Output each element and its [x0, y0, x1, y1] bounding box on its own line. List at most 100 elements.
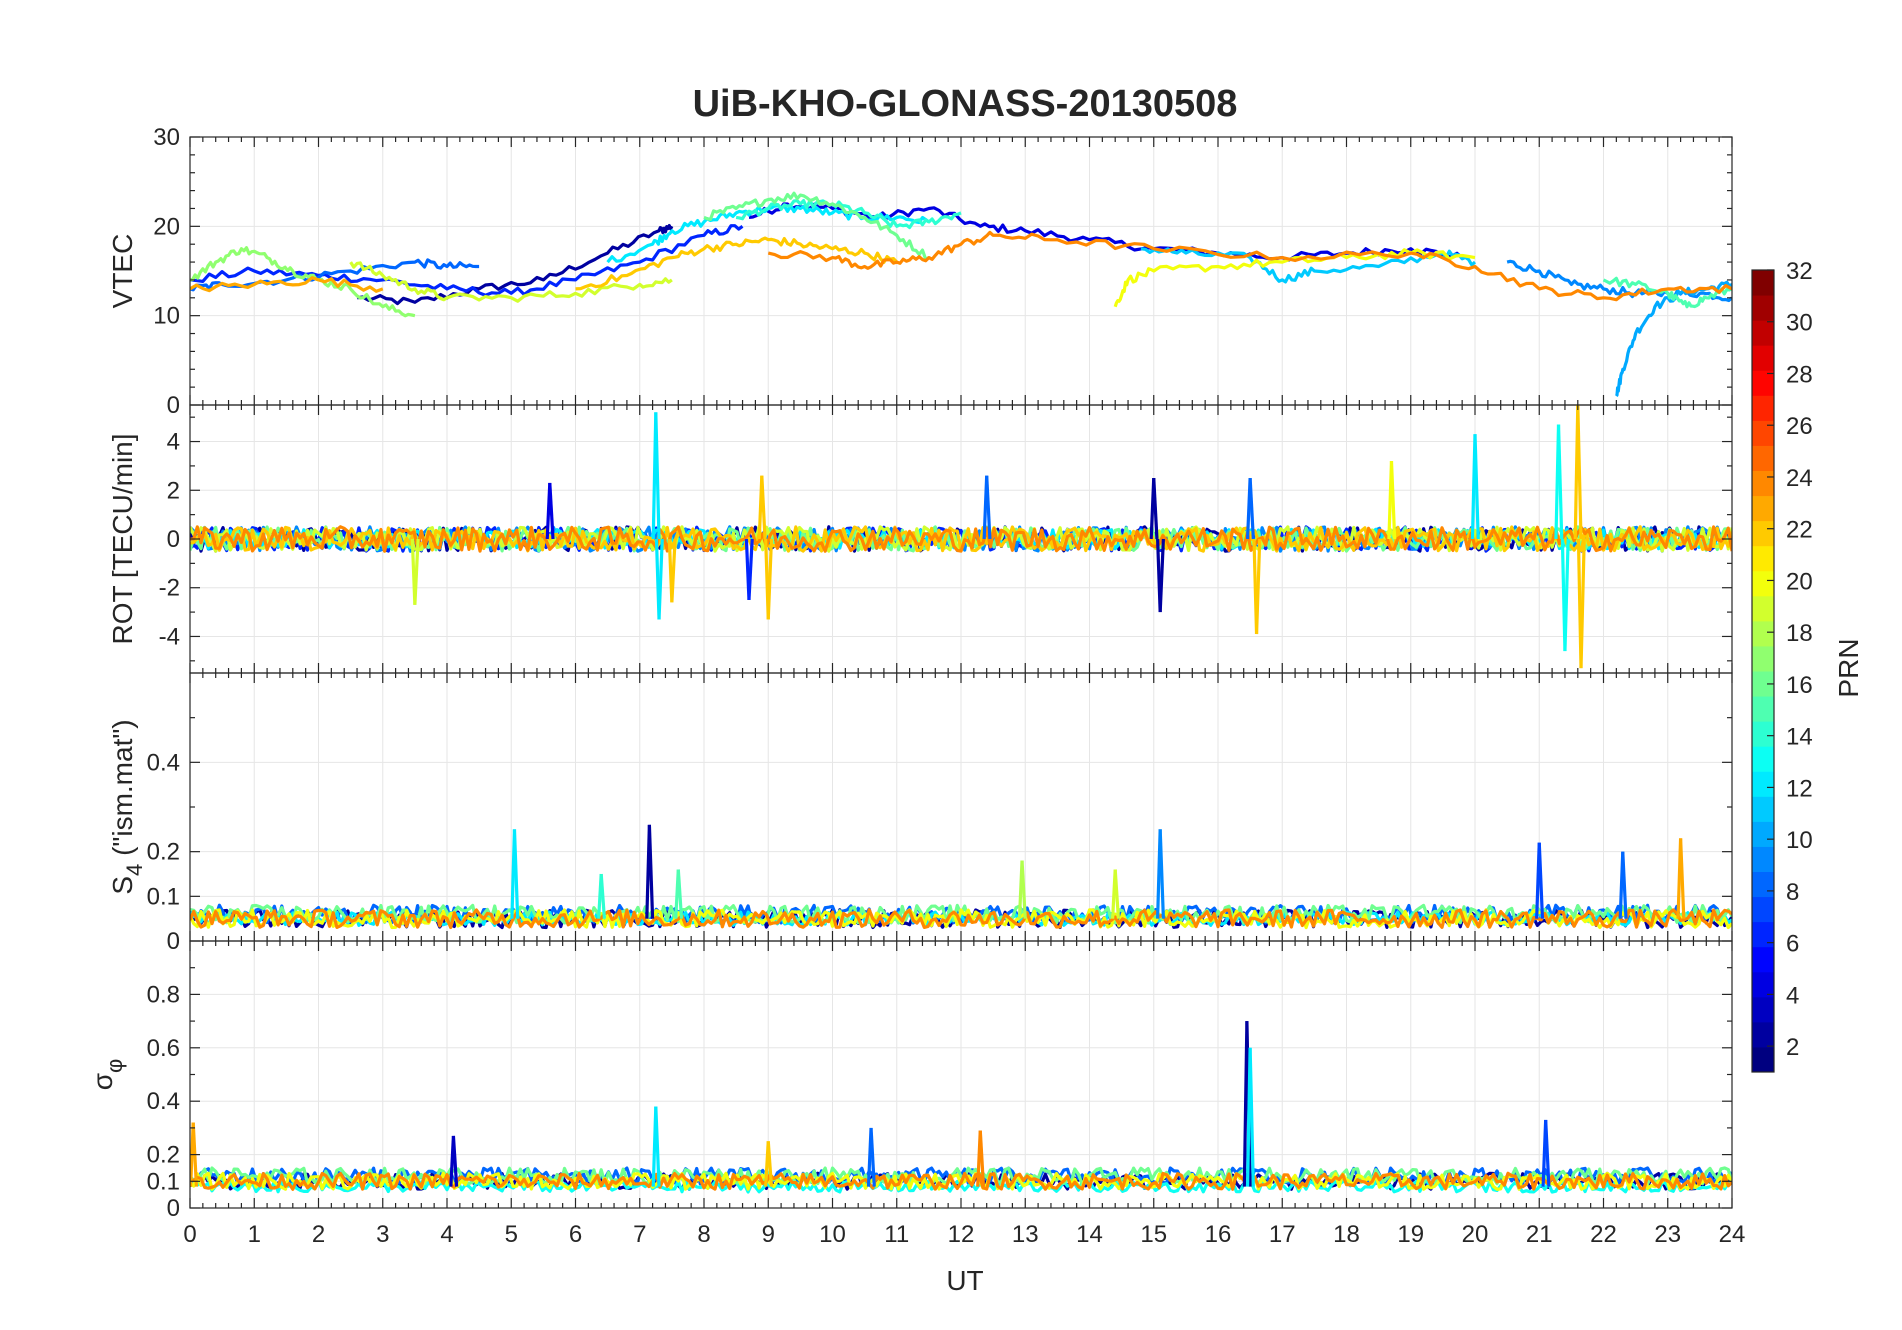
series-line-prn-24	[190, 908, 1732, 930]
spike-prn-6	[747, 538, 754, 600]
x-tick-label: 16	[1205, 1221, 1232, 1248]
x-tick-label: 8	[697, 1221, 710, 1248]
y-tick-label: 20	[153, 213, 180, 240]
spike-prn-3	[451, 1135, 459, 1187]
x-tick-label: 12	[948, 1221, 975, 1248]
y-tick-label: 0	[167, 392, 180, 419]
y-tick-label: 0	[167, 1195, 180, 1222]
x-ticks-VTEC	[189, 137, 1733, 405]
colorbar-tick-label: 32	[1786, 258, 1813, 285]
spike-prn-4	[548, 482, 555, 540]
colorbar-swatch	[1752, 746, 1774, 772]
x-tick-label: 17	[1269, 1221, 1296, 1248]
x-tick-label: 0	[183, 1221, 196, 1248]
colorbar-tick-label: 20	[1786, 568, 1813, 595]
colorbar-swatch	[1752, 270, 1774, 296]
x-tick-label: 21	[1526, 1221, 1553, 1248]
colorbar-swatch	[1752, 295, 1774, 321]
series-sigma_phi	[190, 1166, 1732, 1194]
spike-prn-22	[766, 538, 774, 620]
y-tick-label: 0.1	[147, 883, 180, 910]
colorbar-swatch	[1752, 971, 1774, 998]
x-tick-label: 15	[1140, 1221, 1167, 1248]
spike-prn-12	[1248, 1047, 1255, 1187]
spike-prn-12	[1473, 434, 1480, 540]
colorbar-label: PRN	[1833, 638, 1864, 697]
colorbar-tick-label: 14	[1786, 724, 1813, 751]
series-line-prn-9	[1506, 259, 1732, 303]
colorbar-swatch	[1752, 420, 1774, 446]
colorbar-tick-label: 22	[1786, 517, 1813, 544]
x-ticks-sigma_phi	[189, 941, 1733, 1208]
spike-prn-2	[1158, 538, 1165, 613]
y-axis-label-ROT: ROT [TECU/min]	[107, 433, 138, 644]
spike-prn-12	[657, 538, 664, 620]
colorbar-tick-label: 10	[1786, 827, 1813, 854]
spike-prn-8	[1248, 478, 1255, 540]
y-tick-label: 0.1	[147, 1168, 180, 1195]
series-line-prn-20	[1113, 248, 1476, 308]
y-tick-label: 0.4	[147, 1088, 180, 1115]
colorbar-swatch	[1752, 345, 1774, 371]
colorbar-swatch	[1752, 595, 1774, 622]
spike-prn-22	[766, 1141, 774, 1187]
colorbar-swatch	[1752, 620, 1774, 647]
colorbar-swatch	[1752, 570, 1774, 597]
colorbar-swatch	[1752, 946, 1774, 973]
y-axis-label-sigma_phi: σφ	[87, 1059, 127, 1091]
y-tick-label: 0.2	[147, 1142, 180, 1169]
x-tick-label: 11	[884, 1221, 909, 1248]
y-axis-label-sub: 4	[122, 864, 147, 876]
panel-ROT: -4 -2 0 2 4 ROT [TECU/min]	[107, 404, 1733, 674]
colorbar-tick-label: 30	[1786, 310, 1813, 337]
colorbar-swatch	[1752, 1046, 1774, 1073]
y-tick-label: -2	[159, 575, 180, 602]
colorbar-frame	[1751, 269, 1775, 1073]
spike-prn-14	[599, 873, 607, 919]
series-line-prn-24	[190, 1171, 1732, 1191]
x-axis-label: UT	[946, 1265, 983, 1296]
y-tick-label: 0.8	[147, 981, 180, 1008]
colorbar-swatch	[1752, 696, 1774, 722]
spike-prn-22	[1576, 405, 1583, 540]
spike-prn-2	[1152, 478, 1159, 540]
colorbar-tick-label: 16	[1786, 672, 1813, 699]
series-line-prn-2	[356, 224, 674, 306]
spike-prn-8	[869, 1127, 876, 1187]
y-tick-label: 0.4	[147, 749, 180, 776]
spike-prn-9	[1158, 829, 1165, 919]
colorbar-tick-label: 18	[1786, 620, 1813, 647]
x-tick-label: 4	[440, 1221, 453, 1248]
series-line-prn-17	[190, 246, 416, 318]
spike-prn-19	[1113, 869, 1121, 919]
x-tick-label: 10	[819, 1221, 846, 1248]
x-tick-label: 2	[312, 1221, 325, 1248]
colorbar-swatch	[1752, 495, 1774, 522]
colorbar-swatch	[1752, 846, 1774, 872]
spikes-sigma_phi	[190, 1021, 1551, 1187]
colorbar-tick-label: 6	[1786, 931, 1799, 958]
colorbar-swatch	[1752, 445, 1774, 471]
y-tick-label: 0.2	[147, 839, 180, 866]
series-line-prn-23	[190, 276, 384, 293]
y-tick-label: 2	[167, 477, 180, 504]
colorbar-tick-label: 8	[1786, 879, 1799, 906]
colorbar-swatch	[1752, 996, 1774, 1023]
x-tick-label: 14	[1076, 1221, 1103, 1248]
colorbar-swatch	[1752, 721, 1774, 747]
spike-prn-13	[1556, 424, 1564, 540]
colorbar-tick-label: 4	[1786, 982, 1799, 1009]
y-ticks-sigma_phi: 00.10.2 0.4 0.6 0.8	[147, 967, 1732, 1222]
spike-prn-12	[654, 412, 661, 540]
panel-VTEC: 0 10 20 30 VTEC	[107, 124, 1733, 419]
x-tick-label: 6	[569, 1221, 582, 1248]
figure-title: UiB-KHO-GLONASS-20130508	[693, 83, 1238, 125]
colorbar-swatch	[1752, 320, 1774, 346]
spikes-S4	[510, 824, 1686, 919]
x-tick-label: 18	[1333, 1221, 1360, 1248]
y-ticks-S4: 0 0.1 0.2 0.4	[147, 717, 1732, 955]
series-line-prn-24	[767, 230, 1732, 302]
